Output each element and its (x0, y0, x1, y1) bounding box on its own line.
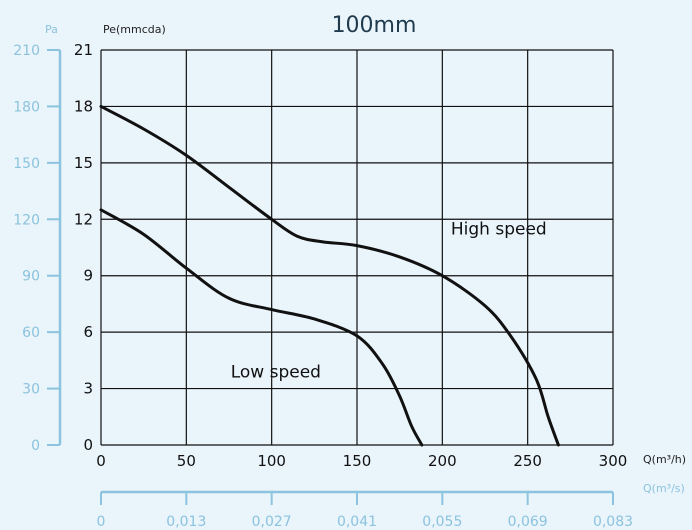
x-tick-label: 100 (257, 452, 286, 470)
secondary-y-tick-label: 0 (31, 438, 40, 454)
x-tick-label: 200 (428, 452, 457, 470)
low-speed-label: Low speed (231, 362, 321, 382)
secondary-y-tick-label: 150 (13, 156, 40, 172)
y-tick-label: 18 (74, 97, 93, 115)
y-tick-label: 21 (74, 41, 93, 59)
high-speed-label: High speed (451, 219, 547, 239)
secondary-y-tick-label: 90 (22, 269, 40, 285)
secondary-x-tick-label: 0,055 (422, 514, 462, 530)
secondary-y-tick-label: 30 (22, 382, 40, 398)
x-tick-label: 150 (343, 452, 372, 470)
x-tick-label: 0 (96, 452, 106, 470)
y-tick-label: 0 (83, 436, 93, 454)
y-tick-label: 9 (83, 267, 93, 285)
x-tick-label: 50 (177, 452, 196, 470)
secondary-y-tick-label: 180 (13, 99, 40, 115)
primary-y-unit: Pe(mmcda) (103, 23, 166, 36)
secondary-x-tick-label: 0,069 (508, 514, 548, 530)
secondary-x-tick-label: 0 (97, 514, 106, 530)
secondary-x-tick-label: 0,083 (593, 514, 633, 530)
secondary-x-tick-label: 0,041 (337, 514, 377, 530)
primary-axes: 0 50 100 150 200 250 300 0 3 6 9 12 15 18 21 (74, 41, 627, 470)
secondary-x-tick-label: 0,027 (252, 514, 292, 530)
curves: High speed Low speed (99, 104, 560, 447)
chart-grid (100, 49, 614, 446)
secondary-y-tick-label: 210 (13, 43, 40, 59)
chart-title: 100mm (332, 13, 417, 38)
y-tick-label: 6 (83, 323, 93, 341)
secondary-y-tick-label: 120 (13, 212, 40, 228)
low-speed-curve (99, 208, 424, 447)
secondary-x-tick-label: 0,013 (166, 514, 206, 530)
secondary-x-unit: Q(m³/s) (643, 482, 685, 495)
primary-x-unit: Q(m³/h) (643, 453, 686, 466)
x-tick-label: 300 (599, 452, 628, 470)
secondary-y-unit: Pa (45, 23, 58, 36)
y-tick-label: 3 (83, 380, 93, 398)
secondary-y-tick-label: 60 (22, 325, 40, 341)
y-tick-label: 15 (74, 154, 93, 172)
x-tick-label: 250 (513, 452, 542, 470)
y-tick-label: 12 (74, 210, 93, 228)
high-speed-curve (99, 104, 560, 447)
